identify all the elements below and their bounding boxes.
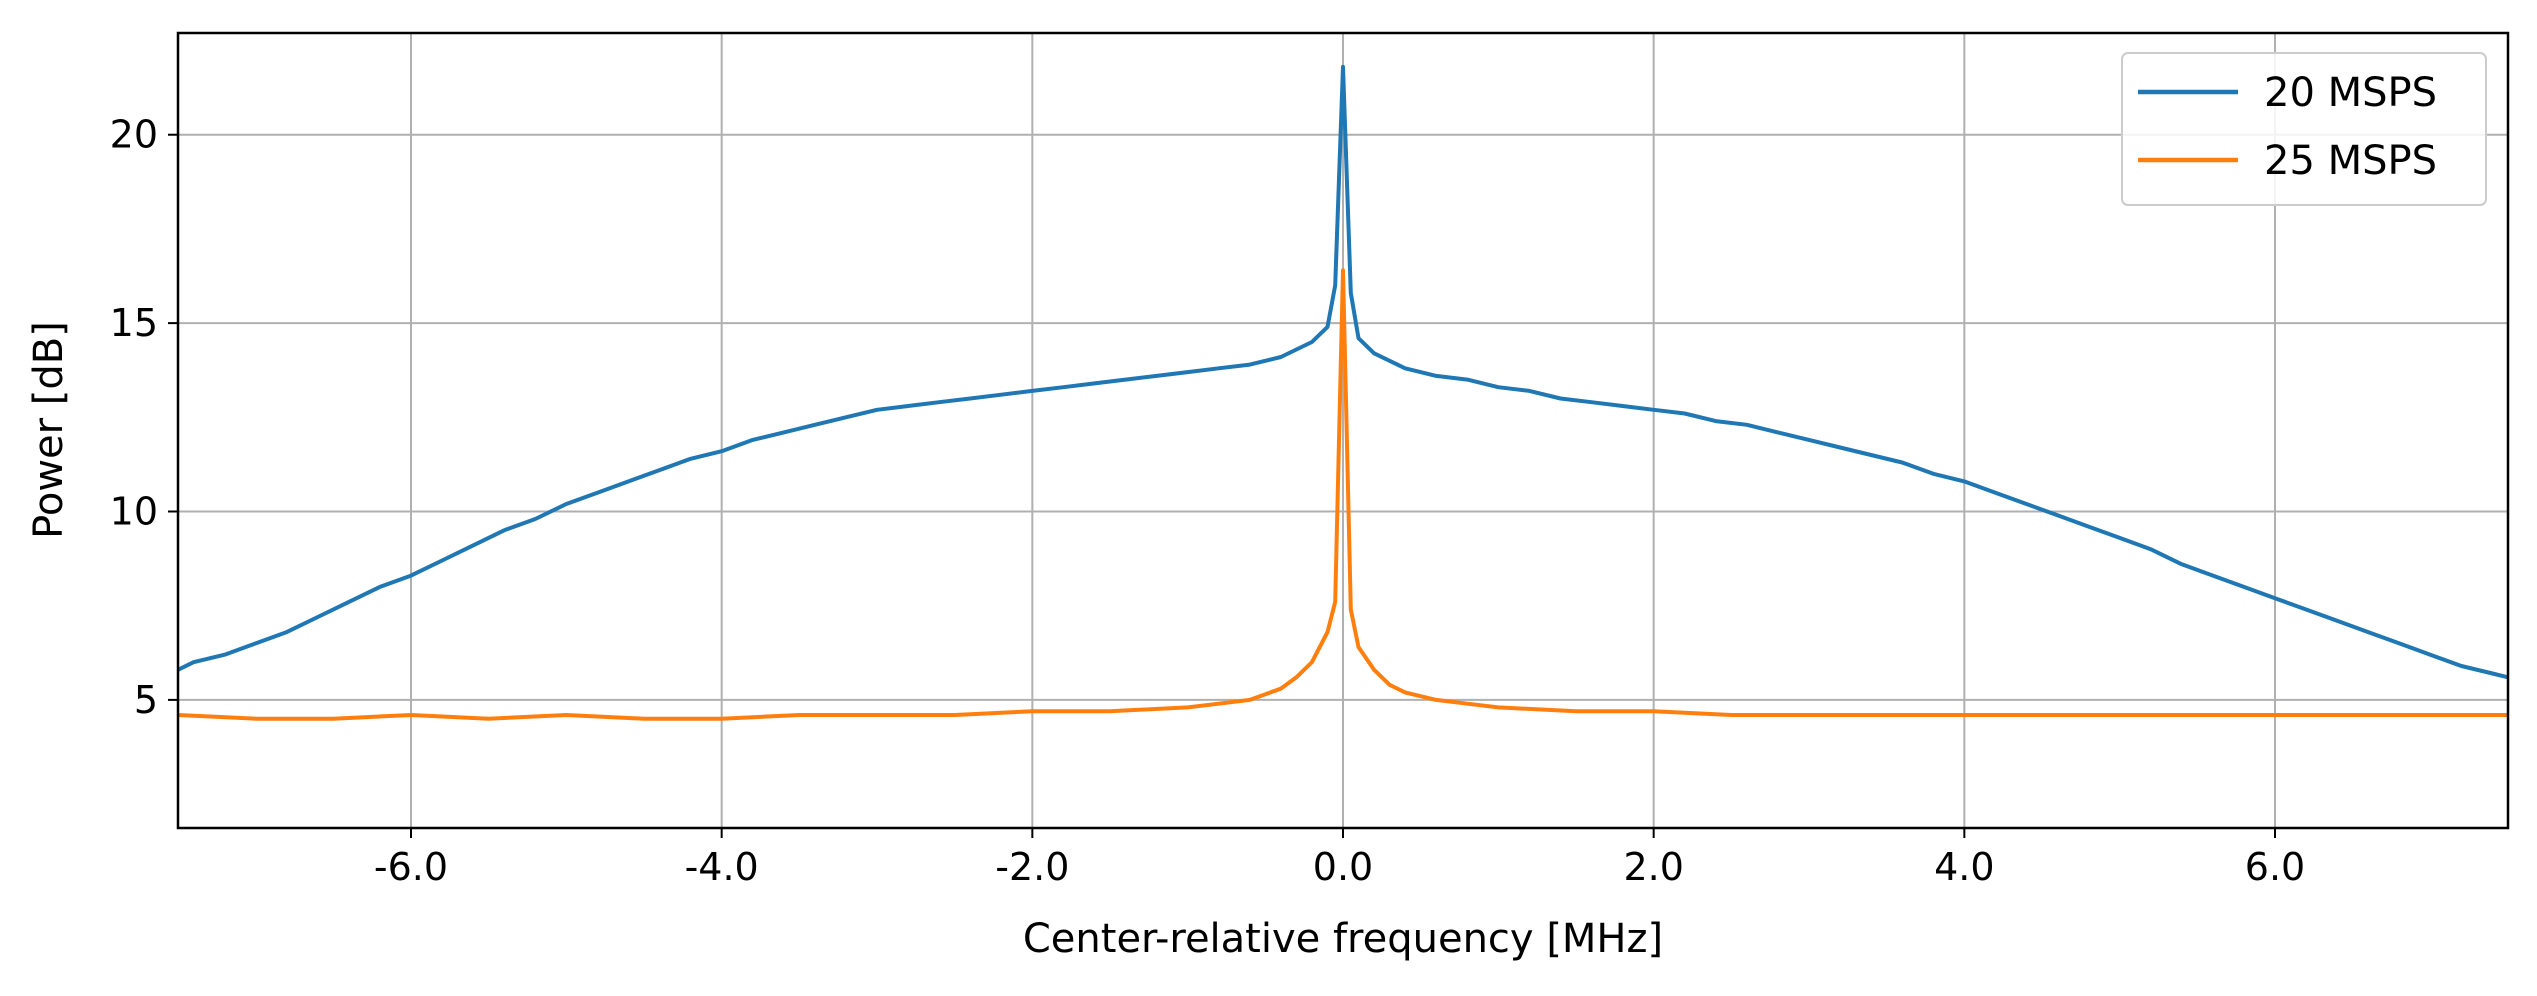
- x-tick-label: 6.0: [2245, 845, 2305, 889]
- x-tick-label: -2.0: [995, 845, 1069, 889]
- y-axis-label: Power [dB]: [26, 321, 72, 539]
- y-tick-label: 15: [110, 301, 158, 345]
- x-tick-label: 2.0: [1623, 845, 1683, 889]
- legend: 20 MSPS 25 MSPS: [2121, 52, 2487, 206]
- legend-label-20-msps: 20 MSPS: [2264, 70, 2437, 116]
- legend-label-25-msps: 25 MSPS: [2264, 138, 2437, 184]
- x-axis-ticks: -6.0 -4.0 -2.0 0.0 2.0 4.0 6.0: [374, 828, 2305, 889]
- series-layer: [178, 64, 2508, 721]
- series-line-20-msps: [178, 64, 2508, 680]
- x-tick-label: -4.0: [685, 845, 759, 889]
- x-tick-label: 0.0: [1313, 845, 1373, 889]
- series-line-25-msps: [178, 268, 2508, 721]
- y-axis-ticks: 5 10 15 20: [110, 113, 178, 722]
- y-tick-label: 20: [110, 113, 158, 157]
- y-tick-label: 10: [110, 490, 158, 534]
- y-tick-label: 5: [134, 678, 158, 722]
- x-axis-label: Center-relative frequency [MHz]: [1023, 916, 1663, 962]
- x-tick-label: -6.0: [374, 845, 448, 889]
- x-tick-label: 4.0: [1934, 845, 1994, 889]
